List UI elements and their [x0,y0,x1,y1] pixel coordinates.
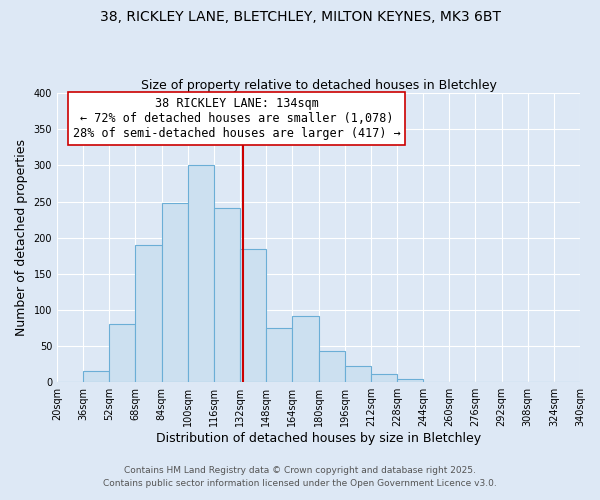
X-axis label: Distribution of detached houses by size in Bletchley: Distribution of detached houses by size … [156,432,481,445]
Bar [188,166,214,382]
Bar [240,248,266,382]
Bar [83,372,109,382]
Bar [109,324,136,382]
Bar [292,316,319,382]
Title: Size of property relative to detached houses in Bletchley: Size of property relative to detached ho… [140,79,496,92]
Bar [397,378,423,382]
Text: 38 RICKLEY LANE: 134sqm
← 72% of detached houses are smaller (1,078)
28% of semi: 38 RICKLEY LANE: 134sqm ← 72% of detache… [73,97,401,140]
Text: 38, RICKLEY LANE, BLETCHLEY, MILTON KEYNES, MK3 6BT: 38, RICKLEY LANE, BLETCHLEY, MILTON KEYN… [100,10,500,24]
Bar [136,245,161,382]
Bar [161,203,188,382]
Bar [344,366,371,382]
Text: Contains HM Land Registry data © Crown copyright and database right 2025.
Contai: Contains HM Land Registry data © Crown c… [103,466,497,487]
Bar [371,374,397,382]
Y-axis label: Number of detached properties: Number of detached properties [15,139,28,336]
Bar [319,351,344,382]
Bar [214,208,240,382]
Bar [266,328,292,382]
